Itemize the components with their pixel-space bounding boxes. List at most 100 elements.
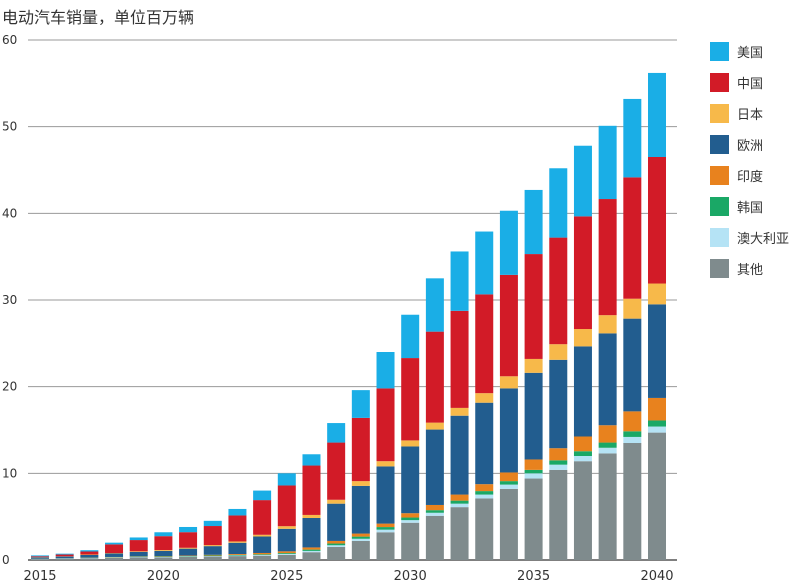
x-tick-label: 2040 <box>640 569 673 584</box>
bar-segment <box>425 429 444 505</box>
bar-segment <box>475 393 494 403</box>
bar-segment <box>648 157 666 284</box>
bar-segment <box>253 534 272 537</box>
bar-segment <box>129 557 148 560</box>
bar-segment <box>105 557 124 560</box>
legend-label: 其他 <box>737 263 764 278</box>
bar-segment <box>179 555 198 557</box>
bar-segment <box>524 254 543 359</box>
bar-segment <box>401 314 420 359</box>
bar-segment <box>524 189 543 255</box>
bar-segment <box>598 315 617 334</box>
bar-segment <box>105 544 124 554</box>
bar-segment <box>277 553 296 555</box>
bar-segment <box>179 556 198 560</box>
bar-segment <box>401 513 420 518</box>
bar-segment <box>302 549 321 551</box>
bar-segment <box>203 546 222 555</box>
bar-segment <box>648 283 666 305</box>
bar-segment <box>376 388 395 462</box>
bar-segment <box>499 481 518 485</box>
bar-segment <box>154 550 173 551</box>
bar-segment <box>327 503 346 541</box>
bar-segment <box>80 558 99 560</box>
bar-segment <box>524 469 543 474</box>
bar-segment <box>31 555 49 557</box>
bar-segment <box>648 72 666 157</box>
bar-segment <box>401 520 420 523</box>
bar-segment <box>573 456 592 462</box>
bar-segment <box>327 540 346 544</box>
bar-segment <box>573 461 592 560</box>
bar-segment <box>228 556 247 560</box>
bar-segment <box>80 554 99 558</box>
bar-segment <box>648 432 666 560</box>
bar-segment <box>327 499 346 504</box>
bar-segment <box>425 278 444 332</box>
bar-segment <box>203 520 222 527</box>
bar-segment <box>648 420 666 427</box>
y-tick-label: 40 <box>2 206 17 220</box>
bar-segment <box>376 466 395 524</box>
bar-segment <box>401 522 420 560</box>
bar-segment <box>475 491 494 495</box>
bar-segment <box>425 510 444 513</box>
bar-segment <box>302 552 321 560</box>
bar-segment <box>450 507 469 560</box>
bar-segment <box>524 372 543 460</box>
bar-segment <box>475 402 494 485</box>
bar-segment <box>376 532 395 560</box>
bar-segment <box>55 554 74 557</box>
bar-segment <box>351 533 370 537</box>
bar-segment <box>129 537 148 541</box>
bar-segment <box>179 547 198 549</box>
bar-segment <box>598 333 617 426</box>
bar-segment <box>573 346 592 437</box>
bar-segment <box>203 555 222 557</box>
legend-item: 日本 <box>710 98 789 129</box>
bar-segment <box>549 469 568 560</box>
bar-segment <box>623 431 642 437</box>
bar-segment <box>351 540 370 560</box>
bar-segment <box>549 344 568 360</box>
bar-segment <box>277 553 296 554</box>
bar-segment <box>179 532 198 548</box>
bar-segment <box>475 294 494 394</box>
bar-segment <box>648 426 666 433</box>
legend-swatch <box>710 166 729 185</box>
bar-segment <box>499 484 518 489</box>
y-tick-label: 0 <box>2 553 10 567</box>
bar-segment <box>253 554 272 556</box>
bar-segment <box>80 550 99 552</box>
bar-segment <box>425 331 444 423</box>
bar-segment <box>351 538 370 541</box>
bar-segment <box>549 464 568 470</box>
bar-segment <box>549 460 568 465</box>
bar-segment <box>253 554 272 555</box>
bar-segment <box>499 388 518 473</box>
bar-segment <box>573 436 592 452</box>
bar-segment <box>499 376 518 389</box>
bar-segment <box>425 515 444 560</box>
bar-segment <box>573 451 592 456</box>
bar-segment <box>351 390 370 418</box>
x-tick-label: 2015 <box>23 569 56 584</box>
bar-segment <box>253 500 272 535</box>
bar-segment <box>31 559 49 560</box>
legend-item: 美国 <box>710 36 789 67</box>
legend-item: 韩国 <box>710 191 789 222</box>
bar-segment <box>401 440 420 447</box>
bar-segment <box>648 304 666 398</box>
bar-segment <box>327 545 346 547</box>
bar-segment <box>203 556 222 560</box>
bar-segment <box>450 415 469 495</box>
bar-segment <box>549 237 568 345</box>
legend-swatch <box>710 73 729 92</box>
bar-segment <box>450 251 469 311</box>
bar-segment <box>573 145 592 217</box>
y-tick-label: 20 <box>2 380 17 394</box>
bar-segment <box>228 554 247 556</box>
bar-segment <box>425 422 444 430</box>
bar-segment <box>277 554 296 560</box>
bar-segment <box>475 498 494 560</box>
